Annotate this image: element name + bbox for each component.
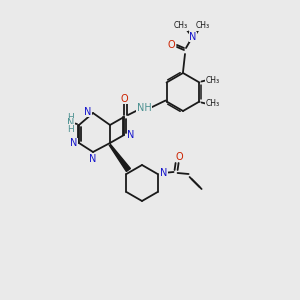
Text: CH₃: CH₃ bbox=[174, 22, 188, 31]
Text: CH₃: CH₃ bbox=[206, 76, 220, 85]
Polygon shape bbox=[110, 145, 130, 172]
Text: N: N bbox=[89, 154, 97, 164]
Text: NH: NH bbox=[136, 103, 152, 113]
Text: N: N bbox=[189, 32, 197, 42]
Text: N: N bbox=[70, 138, 78, 148]
Text: N: N bbox=[160, 168, 167, 178]
Text: N: N bbox=[67, 118, 75, 128]
Text: O: O bbox=[120, 94, 128, 104]
Text: H: H bbox=[68, 124, 74, 134]
Text: O: O bbox=[167, 40, 175, 50]
Text: O: O bbox=[176, 152, 183, 162]
Text: N: N bbox=[127, 130, 135, 140]
Text: CH₃: CH₃ bbox=[196, 22, 210, 31]
Text: H: H bbox=[68, 112, 74, 122]
Text: N: N bbox=[84, 107, 92, 117]
Text: CH₃: CH₃ bbox=[206, 99, 220, 108]
